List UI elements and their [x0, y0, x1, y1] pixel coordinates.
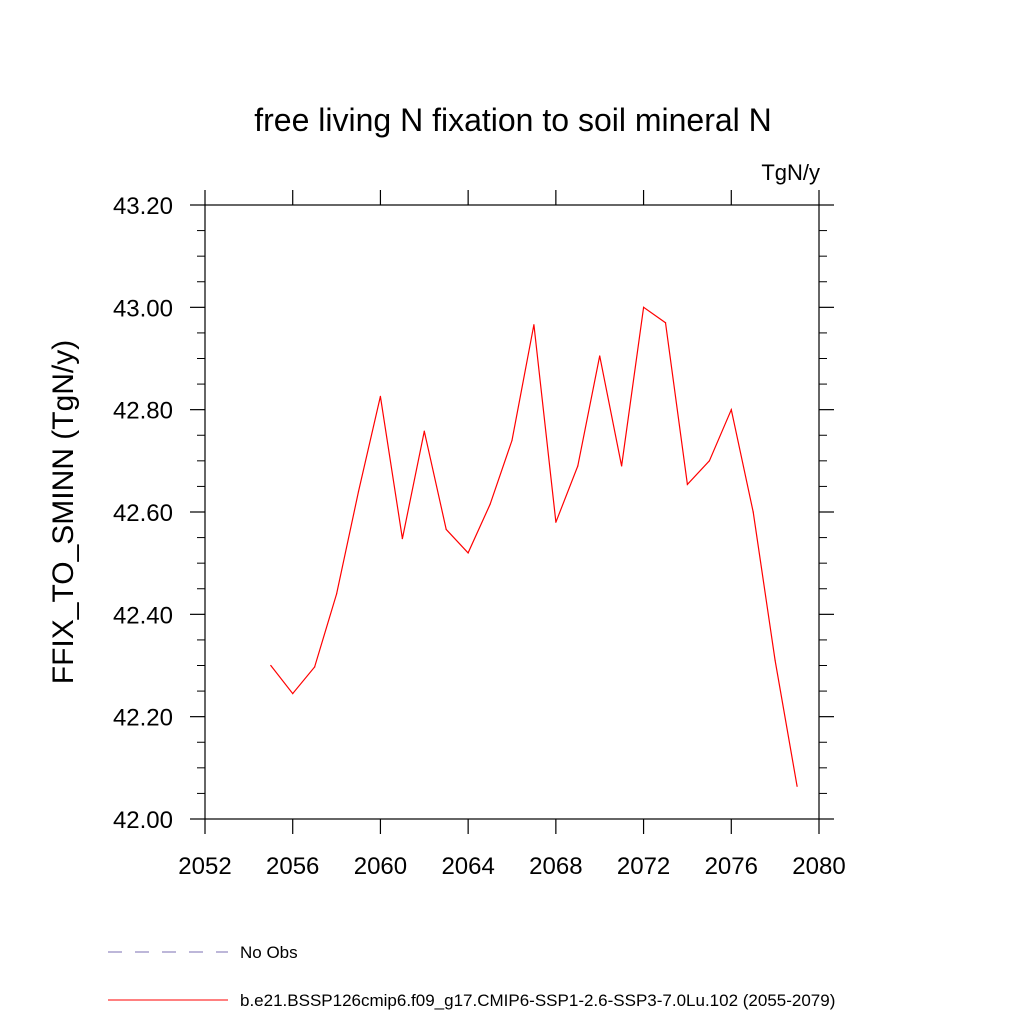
y-tick-label: 42.00 — [113, 807, 173, 834]
y-tick-label: 43.20 — [113, 193, 173, 220]
legend: No Obs b.e21.BSSP126cmip6.f09_g17.CMIP6-S… — [108, 943, 835, 1010]
y-tick-label: 42.60 — [113, 500, 173, 527]
y-tick-label: 42.80 — [113, 398, 173, 425]
data-point — [730, 409, 732, 411]
x-tick-label: 2080 — [792, 853, 845, 880]
plot-frame — [204, 204, 820, 820]
data-point — [489, 503, 491, 505]
x-tick-label: 2060 — [354, 853, 407, 880]
legend-label: No Obs — [240, 943, 298, 962]
y-tick-label: 42.40 — [113, 602, 173, 629]
data-point — [686, 483, 689, 485]
x-tick-label: 2076 — [705, 853, 758, 880]
x-tick-label: 2052 — [178, 853, 231, 880]
data-point — [664, 322, 667, 324]
data-point — [533, 324, 535, 326]
data-point — [379, 395, 382, 397]
units-label: TgN/y — [761, 160, 820, 185]
data-point — [642, 306, 645, 308]
legend-label: b.e21.BSSP126cmip6.f09_g17.CMIP6-SSP1-2.… — [240, 991, 835, 1010]
data-point — [335, 593, 338, 595]
data-point — [467, 552, 469, 554]
data-point — [511, 439, 513, 441]
y-tick-label: 42.20 — [113, 705, 173, 732]
data-point — [774, 659, 776, 661]
y-tick-label: 43.00 — [113, 295, 173, 322]
y-axis-label: FFIX_TO_SMINN (TgN/y) — [47, 340, 80, 684]
data-point — [401, 538, 403, 540]
data-point — [445, 528, 447, 530]
data-point — [292, 693, 294, 695]
x-tick-label: 2064 — [441, 853, 494, 880]
data-point — [621, 465, 623, 467]
data-point — [577, 465, 579, 467]
data-point — [752, 511, 754, 513]
x-tick-label: 2068 — [529, 853, 582, 880]
data-point — [423, 430, 425, 432]
data-point — [270, 664, 272, 667]
data-point — [357, 490, 360, 493]
data-point — [599, 355, 601, 357]
data-point — [708, 460, 710, 462]
x-tick-label: 2056 — [266, 853, 319, 880]
series-line — [270, 306, 798, 787]
data-point — [555, 521, 557, 523]
series-layer — [270, 306, 798, 787]
x-ticks: 2052 2056 2060 2064 2068 2072 2076 2080 — [178, 190, 846, 880]
x-tick-label: 2072 — [617, 853, 670, 880]
y-ticks: 42.00 42.20 42.40 42.60 42.80 43.00 43.20 — [113, 193, 834, 834]
data-point — [796, 785, 798, 787]
data-point — [314, 666, 316, 668]
chart-title: free living N fixation to soil mineral N — [254, 102, 772, 138]
